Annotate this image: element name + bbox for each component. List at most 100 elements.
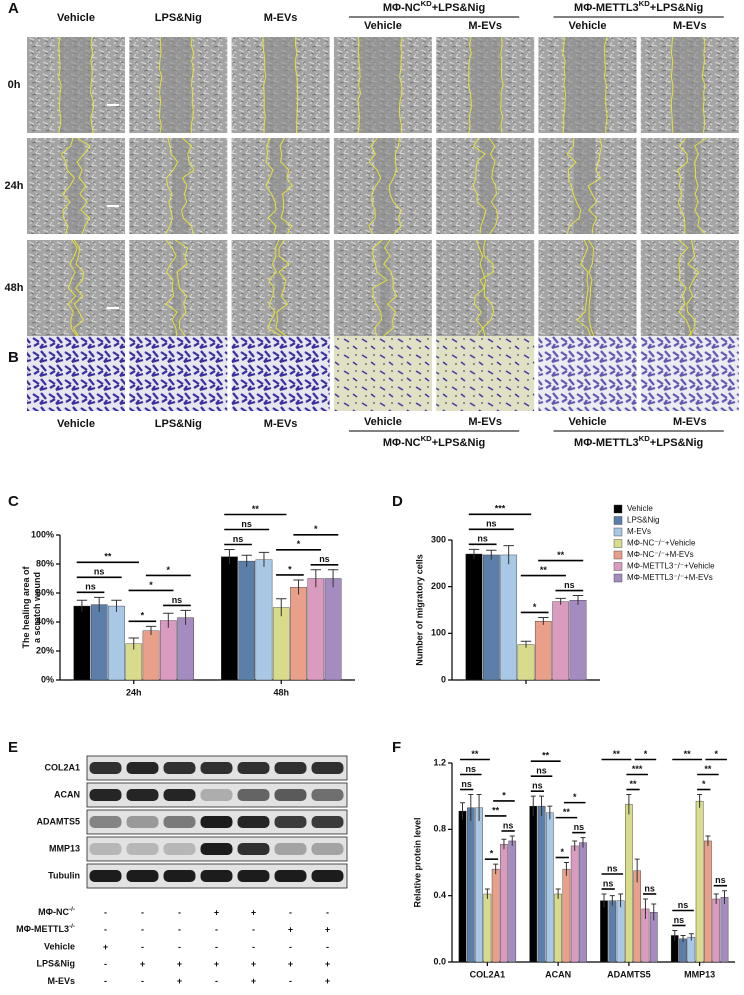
significance-label: * [702,779,706,789]
significance-label: ns [574,822,585,832]
blot-band [163,870,196,882]
blot-band [311,870,344,882]
significance-label: ns [644,883,655,893]
wound-gap [359,37,401,133]
wound-edge [279,137,293,235]
wound-edge [165,239,178,337]
treatment-label: M-EVs [47,976,75,986]
transwell-image [129,336,228,411]
treatment-sign: - [104,959,107,969]
y-tick-label: 0 [441,674,446,684]
error-bar [713,893,719,904]
bar [562,868,571,963]
error-bar [651,903,657,921]
treatment-sign: + [251,976,256,986]
blot-band [126,870,159,882]
wound-gap [684,138,701,234]
group-title: MΦ-NCKD+LPS&Nig [383,434,485,449]
column-label: Vehicle [364,416,402,428]
significance-label: * [533,602,537,612]
superscript: -/- [69,923,75,930]
treatment-label: MΦ-METTL3-/- [16,923,75,935]
wound-edge [562,36,567,134]
treatment-sign: - [289,976,292,986]
blot-band [311,843,344,855]
legend-label: LPS&Nig [627,516,659,525]
y-tick-label: 300 [431,534,446,544]
x-tick-label: ADAMTS5 [607,969,651,979]
blot-band [126,816,159,828]
error-bar [163,612,174,628]
wound-gap [274,240,283,336]
superscript: KD [639,434,651,443]
bar [616,900,625,963]
blot-band [311,762,344,774]
error-bar [609,895,615,906]
panel-letter: A [8,0,19,17]
panel-letter: C [8,493,19,510]
label-text: MΦ-NC [383,2,421,14]
wound-gap [379,240,391,336]
wound-gap [574,138,595,234]
wound-edge [383,239,398,337]
bar [508,840,517,963]
x-tick-label: ACAN [545,969,571,979]
row-label: 48h [5,282,24,294]
error-bar [493,863,499,875]
bar [570,845,579,963]
error-bar [503,545,514,565]
label-text: MΦ-NC [383,437,421,449]
treatment-label: LPS&Nig [36,959,75,969]
wound-edge [372,239,388,337]
error-bar [538,616,549,625]
bar [290,587,307,681]
blot-band [200,789,233,801]
blot-band [89,789,122,801]
bar [579,842,587,963]
bar [695,800,704,963]
blot-band [163,816,196,828]
column-label: M-EVs [673,20,707,32]
y-tick-label: 100 [431,628,446,638]
wound-edge [190,36,195,134]
treatment-sign: - [141,907,144,917]
column-label: Vehicle [569,416,607,428]
legend-swatch [613,573,623,583]
error-bar [241,554,252,567]
significance-label: ns [532,781,543,791]
wound-gap [59,37,92,133]
blot-band [274,762,307,774]
bar [704,840,712,963]
legend-label: M-EVs [627,527,651,536]
bar [491,868,500,963]
significance-label: *** [495,504,506,514]
blot-band [163,843,196,855]
bar [255,559,273,681]
treatment-sign: + [140,959,145,969]
bar [108,605,125,681]
wound-edge [67,239,78,337]
treatment-sign: - [252,942,255,952]
wound-edge [576,239,591,337]
wound-edge [76,137,91,235]
blot-band [200,816,233,828]
significance-label: ns [233,534,244,544]
bar [545,812,554,963]
legend-label: MΦ-NC⁻/⁻+Vehicle [627,539,696,548]
significance-label: ** [540,565,548,575]
transwell-image [231,336,330,411]
y-tick-label: 1.2 [433,757,446,767]
blot-band [89,816,122,828]
bar [600,900,608,963]
wound-edge [468,36,472,134]
blot-band [311,789,344,801]
significance-label: ns [607,863,618,873]
bar [482,554,500,681]
error-bar [642,898,648,919]
wound-edge [587,137,603,235]
wound-edge [368,137,382,235]
wound-edge [267,239,282,337]
bar [534,621,552,681]
